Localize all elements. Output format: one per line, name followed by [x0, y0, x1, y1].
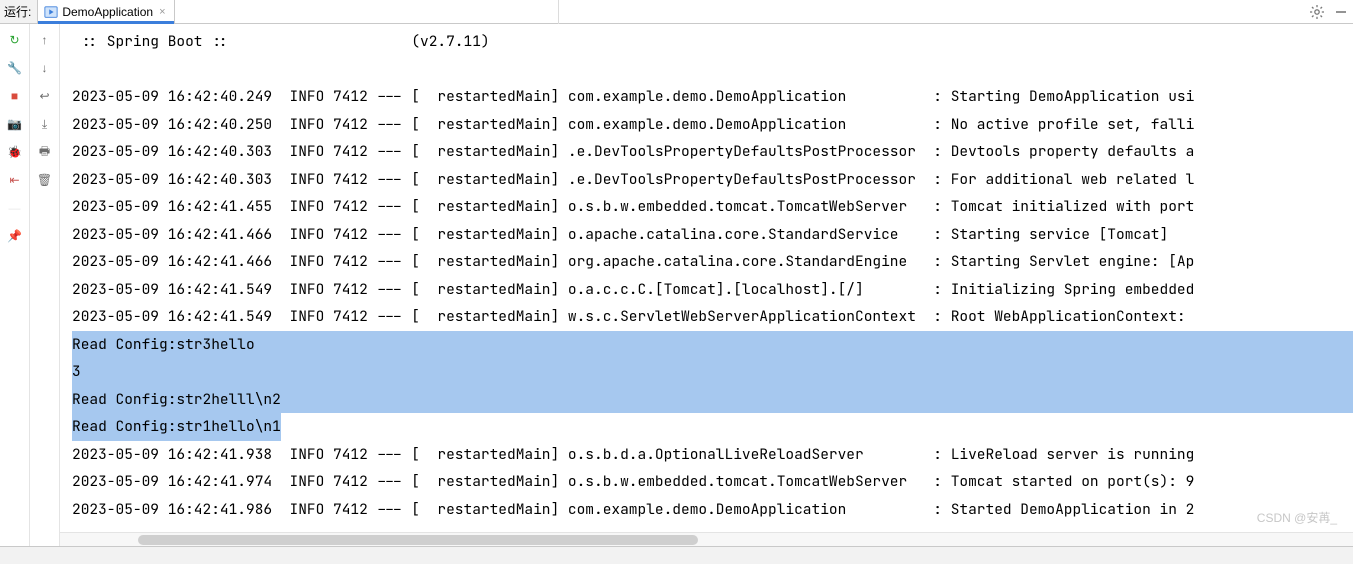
tab-title: DemoApplication	[62, 5, 153, 19]
arrow-up-icon[interactable]: ↑	[37, 32, 53, 48]
run-toolbar-right: ↑ ↓ ↩ ⤓ 🖶 🗑	[30, 24, 60, 546]
tab-well: DemoApplication ×	[37, 0, 1353, 23]
console-line: 2023-05-09 16:42:41.549 INFO 7412 --- [ …	[72, 276, 1353, 304]
exit-icon[interactable]: ⇤	[7, 172, 23, 188]
console-output[interactable]: :: Spring Boot :: (v2.7.11)2023-05-09 16…	[60, 24, 1353, 532]
wrench-icon[interactable]: 🔧	[7, 60, 23, 76]
run-label: 运行:	[0, 3, 37, 20]
console-line: Read Config:str2helll\n2	[72, 386, 1353, 414]
console-line: Read Config:str1hello\n1	[72, 413, 1353, 441]
console-line: Read Config:str3hello	[72, 331, 1353, 359]
rerun-icon[interactable]: ↻	[7, 32, 23, 48]
camera-icon[interactable]: 📷	[7, 116, 23, 132]
console-line: 2023-05-09 16:42:41.938 INFO 7412 --- [ …	[72, 441, 1353, 469]
scrollbar-thumb[interactable]	[138, 535, 698, 545]
console-line: 2023-05-09 16:42:41.466 INFO 7412 --- [ …	[72, 248, 1353, 276]
console-line: 2023-05-09 16:42:40.250 INFO 7412 --- [ …	[72, 111, 1353, 139]
console-line: 2023-05-09 16:42:41.974 INFO 7412 --- [ …	[72, 468, 1353, 496]
arrow-down-icon[interactable]: ↓	[37, 60, 53, 76]
separator: —	[7, 200, 23, 216]
console-line	[72, 56, 1353, 84]
tab-demoapplication[interactable]: DemoApplication ×	[38, 0, 174, 23]
console-line: 2023-05-09 16:42:41.549 INFO 7412 --- [ …	[72, 303, 1353, 331]
trash-icon[interactable]: 🗑	[37, 172, 53, 188]
run-toolbar-left: ↻ 🔧 ■ 📷 🐞 ⇤ — 📌	[0, 24, 30, 546]
console-line: 2023-05-09 16:42:41.466 INFO 7412 --- [ …	[72, 221, 1353, 249]
debug-restart-icon[interactable]: 🐞	[7, 144, 23, 160]
tabbar-divider	[558, 0, 559, 24]
soft-wrap-icon[interactable]: ↩	[37, 88, 53, 104]
horizontal-scrollbar[interactable]	[60, 532, 1353, 546]
run-tabbar: 运行: DemoApplication ×	[0, 0, 1353, 24]
hide-icon[interactable]	[1333, 4, 1349, 20]
console-line: :: Spring Boot :: (v2.7.11)	[72, 28, 1353, 56]
console-line: 2023-05-09 16:42:40.303 INFO 7412 --- [ …	[72, 166, 1353, 194]
pin-icon[interactable]: 📌	[7, 228, 23, 244]
console-line: 2023-05-09 16:42:41.986 INFO 7412 --- [ …	[72, 496, 1353, 524]
run-config-icon	[44, 5, 58, 19]
scroll-end-icon[interactable]: ⤓	[37, 116, 53, 132]
stop-icon[interactable]: ■	[7, 88, 23, 104]
gear-icon[interactable]	[1309, 4, 1325, 20]
status-bar	[0, 546, 1353, 564]
close-icon[interactable]: ×	[157, 6, 167, 18]
console-line: 3	[72, 358, 1353, 386]
console-line: 2023-05-09 16:42:40.303 INFO 7412 --- [ …	[72, 138, 1353, 166]
console-line: 2023-05-09 16:42:40.249 INFO 7412 --- [ …	[72, 83, 1353, 111]
print-icon[interactable]: 🖶	[37, 144, 53, 160]
console-line: 2023-05-09 16:42:41.455 INFO 7412 --- [ …	[72, 193, 1353, 221]
